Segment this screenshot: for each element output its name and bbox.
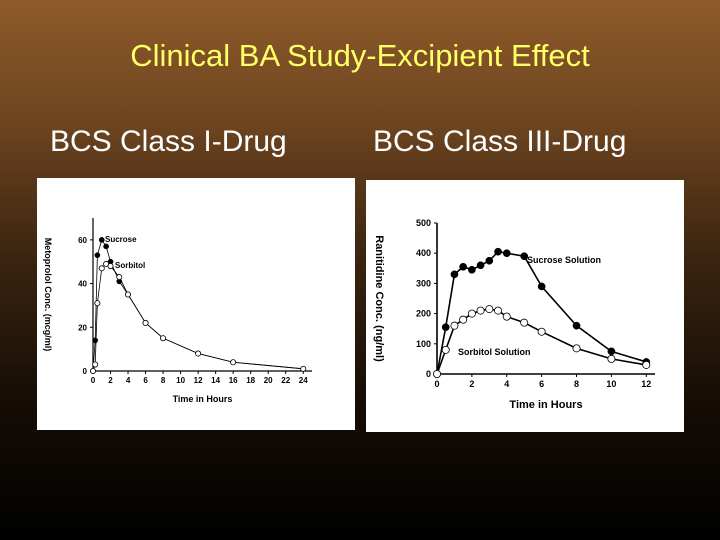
y-tick-label: 300: [416, 278, 431, 288]
data-point: [467, 309, 476, 318]
data-point: [502, 312, 511, 321]
x-tick-label: 12: [194, 376, 203, 385]
data-point: [502, 249, 511, 258]
y-tick-label: 400: [416, 248, 431, 258]
data-point: [90, 367, 97, 374]
data-point: [450, 270, 459, 279]
slide-title: Clinical BA Study-Excipient Effect: [130, 38, 590, 73]
y-tick-label: 40: [78, 280, 87, 289]
series-label: Sorbitol: [115, 261, 145, 270]
x-tick-label: 24: [299, 376, 308, 385]
x-tick-label: 6: [539, 379, 544, 389]
data-point: [607, 354, 616, 363]
data-point: [94, 300, 101, 307]
data-point: [103, 243, 109, 250]
data-point: [459, 262, 468, 271]
x-tick-label: 8: [161, 376, 166, 385]
data-point: [642, 360, 651, 369]
y-tick-label: 0: [83, 367, 88, 376]
data-point: [468, 265, 476, 274]
data-point: [107, 263, 114, 270]
y-tick-label: 0: [426, 369, 431, 379]
x-tick-label: 12: [641, 379, 651, 389]
y-axis-label: Metoprolol Conc. (mcg/ml): [43, 238, 53, 352]
x-tick-label: 14: [211, 376, 220, 385]
data-point: [459, 315, 468, 324]
data-point: [94, 252, 101, 259]
left-heading: BCS Class I-Drug: [50, 125, 287, 158]
x-tick-label: 18: [246, 376, 255, 385]
data-point: [476, 306, 485, 315]
data-point: [195, 350, 202, 357]
data-point: [572, 344, 581, 353]
x-tick-label: 20: [264, 376, 273, 385]
x-tick-label: 10: [606, 379, 616, 389]
ranitidine-chart: 0 2 4 6 8 10 12 0 100 200 300 400 500 Time in Hours Ra…: [373, 218, 655, 411]
data-point: [92, 337, 99, 344]
y-tick-label: 200: [416, 309, 431, 319]
right-heading: BCS Class III-Drug: [373, 125, 627, 158]
series-label: Sucrose: [105, 235, 137, 244]
series-line-sorbitol: [436, 308, 647, 375]
data-point: [441, 345, 450, 354]
x-tick-label: 0: [91, 376, 96, 385]
y-tick-label: 20: [78, 323, 87, 332]
x-axis-label: Time in Hours: [173, 394, 233, 404]
data-point: [537, 282, 546, 291]
data-point: [494, 247, 502, 256]
data-point: [572, 321, 581, 330]
data-point: [116, 274, 123, 281]
data-point: [98, 237, 105, 243]
data-point: [160, 335, 167, 342]
x-tick-label: 4: [126, 376, 131, 385]
data-point: [520, 252, 529, 261]
data-point: [230, 359, 237, 366]
data-point: [520, 318, 529, 327]
x-tick-label: 16: [229, 376, 238, 385]
x-tick-label: 10: [176, 376, 185, 385]
y-axis-label: Ranitidine Conc. (ng/ml): [373, 235, 385, 362]
data-point: [300, 365, 307, 372]
y-tick-label: 500: [416, 218, 431, 228]
x-axis-label: Time in Hours: [509, 399, 582, 411]
series-label: Sorbitol Solution: [458, 347, 531, 357]
data-point: [92, 361, 99, 368]
data-point: [450, 321, 459, 330]
y-tick-label: 100: [416, 339, 431, 349]
x-tick-label: 0: [434, 379, 439, 389]
data-point: [485, 305, 494, 314]
data-point: [485, 256, 494, 265]
x-tick-label: 8: [574, 379, 579, 389]
series-label: Sucrose Solution: [527, 255, 601, 265]
data-point: [441, 323, 450, 332]
data-point: [494, 306, 503, 315]
x-tick-label: 2: [108, 376, 113, 385]
data-point: [98, 265, 105, 272]
x-tick-label: 2: [469, 379, 474, 389]
data-point: [476, 261, 485, 270]
metoprolol-chart-panel: 0 2 4 6 8 10 12 14 16 18 20 22 24 0 20 40 60 Time in Hour…: [37, 178, 355, 430]
x-tick-label: 4: [504, 379, 509, 389]
data-point: [142, 319, 149, 326]
data-point: [433, 369, 442, 378]
x-tick-label: 6: [143, 376, 148, 385]
ranitidine-chart-panel: 0 2 4 6 8 10 12 0 100 200 300 400 500 Time in Hours Ra…: [366, 180, 684, 432]
x-tick-label: 22: [281, 376, 290, 385]
data-point: [607, 347, 616, 356]
y-tick-label: 60: [78, 236, 87, 245]
data-point: [537, 327, 546, 336]
data-point: [125, 291, 132, 298]
